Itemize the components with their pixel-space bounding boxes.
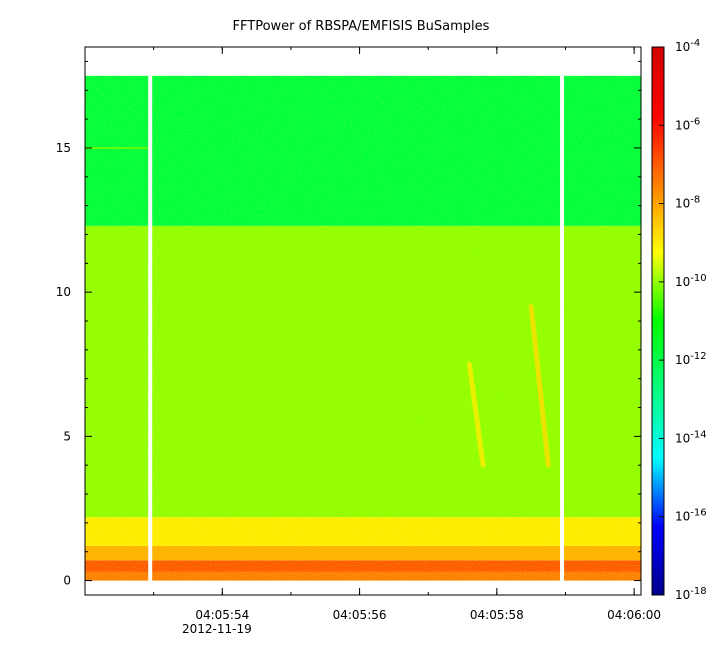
x-tick-label: 04:05:54 <box>195 608 249 622</box>
colorbar: 10-4 10-6 10-8 10-10 10-12 10-14 10-16 10-18 <box>651 38 707 602</box>
y-tick-label: 10 <box>56 285 71 299</box>
colorbar-gradient <box>651 46 665 596</box>
colorbar-tick-label: 10-18 <box>675 586 707 602</box>
data-gap <box>560 75 565 581</box>
data-gap <box>148 75 153 581</box>
plot-area <box>85 75 641 581</box>
y-tick-label: 5 <box>63 429 71 443</box>
emission-feature <box>528 304 551 468</box>
x-axis: 04:05:54 04:05:56 04:05:58 04:06:00 <box>84 47 661 622</box>
colorbar-tick-label: 10-12 <box>675 351 707 367</box>
x-tick-label: 04:05:56 <box>333 608 387 622</box>
colorbar-tick-label: 10-14 <box>675 429 707 445</box>
x-tick-label: 04:06:00 <box>607 608 661 622</box>
chart-title: FFTPower of RBSPA/EMFISIS BuSamples <box>233 19 490 34</box>
colorbar-tick-label: 10-10 <box>675 273 707 289</box>
colorbar-tick-label: 10-16 <box>675 508 707 524</box>
emission-feature <box>466 361 486 468</box>
x-date-label: 2012-11-19 <box>182 622 252 636</box>
x-tick-label: 04:05:58 <box>470 608 524 622</box>
y-tick-label: 15 <box>56 141 71 155</box>
noise-texture <box>85 75 641 581</box>
y-tick-label: 0 <box>63 574 71 588</box>
colorbar-tick-label: 10-8 <box>675 195 700 211</box>
colorbar-tick-label: 10-4 <box>675 38 700 54</box>
colorbar-tick-label: 10-6 <box>675 116 700 132</box>
y-axis: 0 5 10 15 <box>56 60 641 588</box>
